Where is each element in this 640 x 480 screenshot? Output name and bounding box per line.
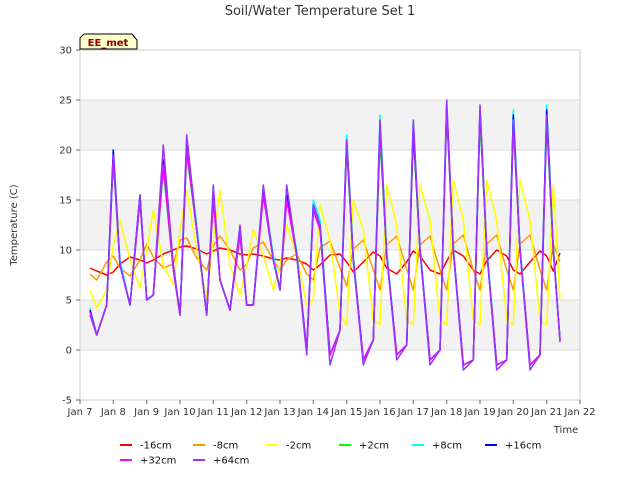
y-axis-label: Temperature (C) — [9, 184, 20, 266]
legend-label: -8cm — [213, 441, 238, 452]
y-tick-label: 15 — [59, 196, 72, 207]
legend-label: +16cm — [505, 441, 541, 452]
legend-label: +2cm — [359, 441, 389, 452]
station-badge-box — [79, 33, 138, 50]
legend-label: -16cm — [140, 441, 172, 452]
legend-label: +8cm — [432, 441, 462, 452]
x-tick-label: Jan 17 — [397, 407, 429, 418]
band — [80, 300, 580, 350]
x-tick-label: Jan 12 — [230, 407, 262, 418]
band — [80, 100, 580, 150]
series-layer — [89, 99, 561, 371]
x-tick-label: Jan 14 — [297, 407, 329, 418]
x-tick-label: Jan 16 — [363, 407, 395, 418]
station-badge-label: EE_met — [88, 38, 129, 49]
x-tick-label: Jan 10 — [163, 407, 195, 418]
x-tick-label: Jan 22 — [563, 407, 595, 418]
legend-label: +64cm — [213, 456, 249, 467]
x-tick-label: Jan 13 — [263, 407, 295, 418]
x-tick-label: Jan 8 — [100, 407, 126, 418]
x-tick-label: Jan 21 — [530, 407, 562, 418]
x-tick-label: Jan 19 — [463, 407, 495, 418]
x-tick-label: Jan 11 — [197, 407, 229, 418]
y-tick-label: -5 — [62, 396, 72, 407]
station-badge: EE_met — [79, 33, 138, 50]
legend: -16cm -8cm -2cm +2cm +8cm +16cm +32cm +64cm — [120, 441, 541, 467]
x-tick-label: Jan 15 — [330, 407, 362, 418]
x-tick-label: Jan 20 — [497, 407, 529, 418]
plot-area — [79, 49, 581, 401]
y-tick-label: 20 — [59, 146, 72, 157]
y-tick-label: 30 — [59, 46, 72, 57]
x-tick-label: Jan 7 — [67, 407, 93, 418]
y-tick-label: 5 — [66, 296, 72, 307]
x-tick-label: Jan 18 — [430, 407, 462, 418]
y-tick-label: 0 — [66, 346, 72, 357]
y-tick-label: 25 — [59, 96, 72, 107]
legend-label: -2cm — [286, 441, 311, 452]
y-tick-label: 10 — [59, 246, 72, 257]
legend-label: +32cm — [140, 456, 176, 467]
series-line-plus64cm — [89, 99, 561, 371]
x-tick-label: Jan 9 — [133, 407, 159, 418]
x-axis-label: Time — [553, 425, 578, 436]
series-line-minus2cm — [89, 179, 561, 326]
chart-title: Soil/Water Temperature Set 1 — [225, 4, 416, 19]
